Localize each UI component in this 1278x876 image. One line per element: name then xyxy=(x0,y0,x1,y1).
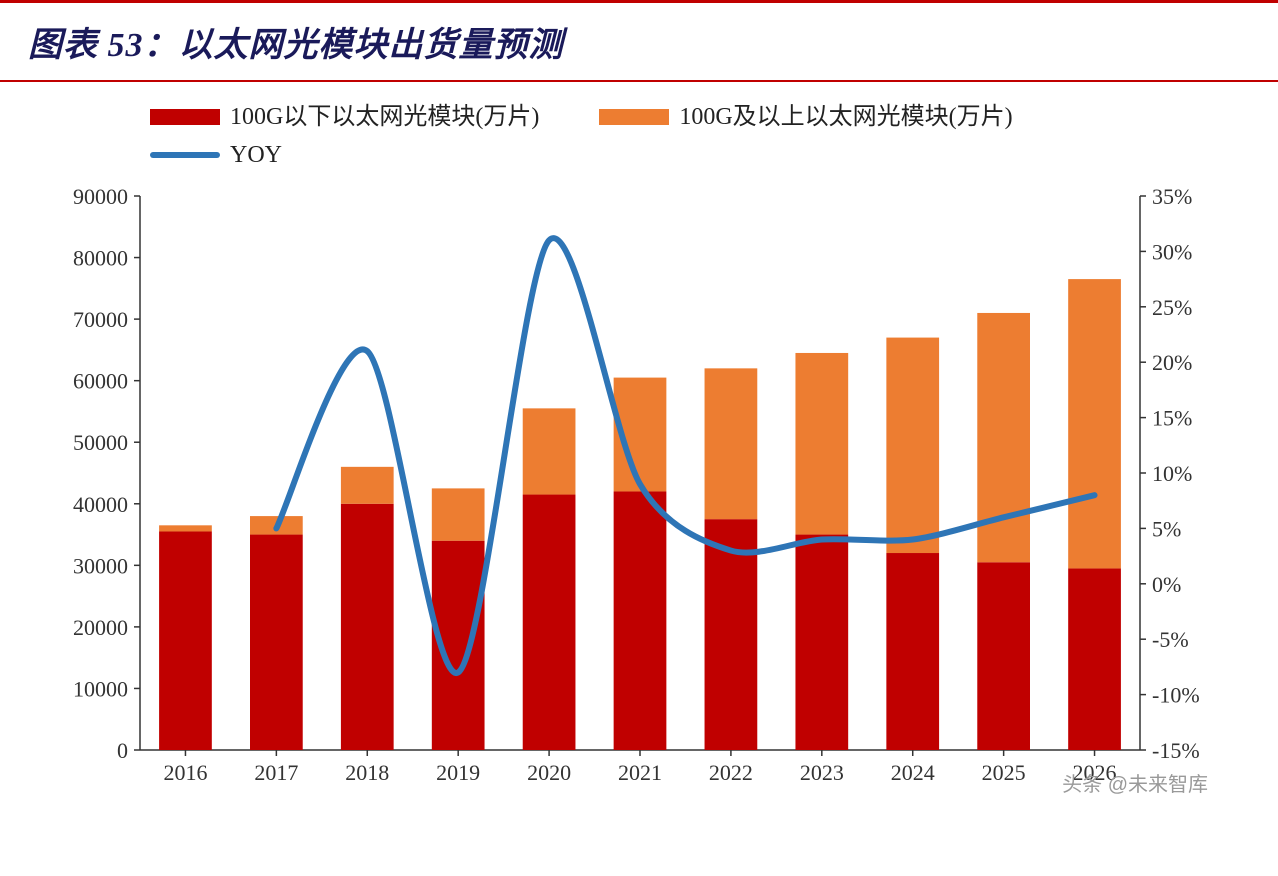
bar-lower xyxy=(614,491,667,750)
legend-swatch-series2 xyxy=(599,109,669,125)
bar-lower xyxy=(1068,568,1121,750)
x-label: 2022 xyxy=(709,760,753,785)
bar-lower xyxy=(795,535,848,750)
legend-swatch-series3 xyxy=(150,152,220,158)
x-label: 2023 xyxy=(800,760,844,785)
y-right-label: 5% xyxy=(1152,516,1181,541)
y-right-label: 15% xyxy=(1152,406,1192,431)
bar-upper xyxy=(795,353,848,535)
legend-label-series1: 100G以下以太网光模块(万片) xyxy=(230,100,539,134)
bar-upper xyxy=(886,338,939,553)
y-right-label: 0% xyxy=(1152,572,1181,597)
x-label: 2016 xyxy=(163,760,207,785)
y-left-label: 20000 xyxy=(73,615,128,640)
y-left-label: 70000 xyxy=(73,307,128,332)
bar-upper xyxy=(432,488,485,540)
yoy-line xyxy=(276,238,1094,673)
chart-title-text: 图表 53：以太网光模块出货量预测 xyxy=(28,27,564,64)
y-left-label: 80000 xyxy=(73,246,128,271)
y-left-label: 60000 xyxy=(73,369,128,394)
y-right-label: -15% xyxy=(1152,738,1200,763)
x-label: 2017 xyxy=(254,760,298,785)
bar-upper xyxy=(1068,279,1121,568)
x-label: 2025 xyxy=(982,760,1026,785)
legend-row-1: 100G以下以太网光模块(万片) 100G及以上以太网光模块(万片) xyxy=(150,100,1278,134)
y-left-label: 0 xyxy=(117,738,128,763)
bar-lower xyxy=(886,553,939,750)
legend-row-2: YOY xyxy=(150,138,1278,172)
y-right-label: 10% xyxy=(1152,461,1192,486)
y-right-label: 25% xyxy=(1152,295,1192,320)
bar-lower xyxy=(159,531,212,750)
x-label: 2021 xyxy=(618,760,662,785)
y-left-label: 30000 xyxy=(73,553,128,578)
legend-label-series2: 100G及以上以太网光模块(万片) xyxy=(679,100,1012,134)
y-right-label: -10% xyxy=(1152,683,1200,708)
bar-upper xyxy=(705,368,758,519)
x-label: 2026 xyxy=(1073,760,1117,785)
y-left-label: 90000 xyxy=(73,184,128,209)
y-right-label: 35% xyxy=(1152,184,1192,209)
x-label: 2020 xyxy=(527,760,571,785)
chart-area: 0 10000 20000 30000 40000 50000 60000 70000 8000… xyxy=(30,178,1248,803)
x-label: 2019 xyxy=(436,760,480,785)
legend-swatch-series1 xyxy=(150,109,220,125)
y-left-label: 10000 xyxy=(73,676,128,701)
y-right-label: 20% xyxy=(1152,350,1192,375)
bar-lower xyxy=(977,562,1030,750)
bar-upper xyxy=(341,467,394,504)
chart-title: 图表 53：以太网光模块出货量预测 xyxy=(0,0,1278,82)
legend-label-series3: YOY xyxy=(230,138,282,172)
bar-lower xyxy=(250,535,303,750)
legend: 100G以下以太网光模块(万片) 100G及以上以太网光模块(万片) YOY xyxy=(150,100,1278,172)
y-right-label: 30% xyxy=(1152,239,1192,264)
bar-lower xyxy=(341,504,394,750)
bar-lower xyxy=(523,495,576,750)
bar-upper xyxy=(159,525,212,531)
chart-svg: 0 10000 20000 30000 40000 50000 60000 70000 8000… xyxy=(30,178,1240,798)
y-right-label: -5% xyxy=(1152,627,1189,652)
x-label: 2024 xyxy=(891,760,935,785)
x-label: 2018 xyxy=(345,760,389,785)
y-left-label: 50000 xyxy=(73,430,128,455)
bar-upper xyxy=(523,408,576,494)
y-left-label: 40000 xyxy=(73,492,128,517)
